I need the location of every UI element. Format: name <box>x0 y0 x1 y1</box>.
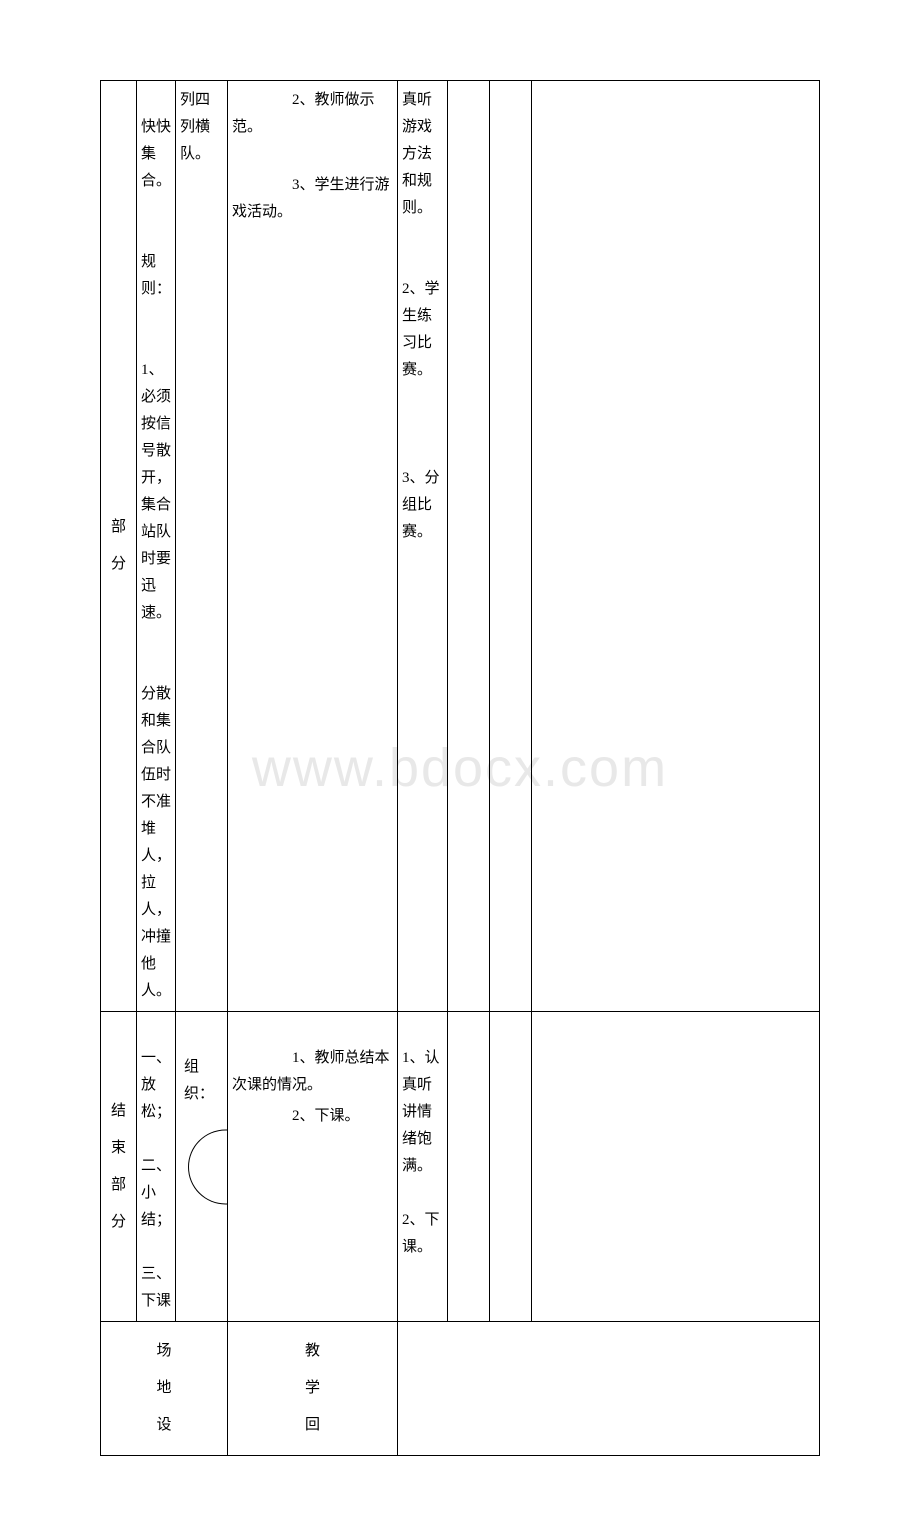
empty-cell <box>532 81 820 1012</box>
cell-text: 二、小结； <box>141 1126 171 1234</box>
lesson-plan-table: 部 分 快快集合。 规则： 1、必须按信号散开，集合站队时要迅速。 分散和集合队… <box>100 80 820 1456</box>
content-cell: 一、放松； 二、小结； 三、下课 <box>137 1012 176 1322</box>
empty-cell <box>490 81 532 1012</box>
section-label-cell: 结 束 部 分 <box>101 1012 137 1322</box>
cell-paragraph: 2、下课。 <box>232 1103 393 1130</box>
label-char: 部 <box>103 514 134 541</box>
empty-cell <box>448 81 490 1012</box>
content-cell: 2、教师做示范。 3、学生进行游戏活动。 <box>228 81 398 1012</box>
label-char: 束 <box>103 1135 134 1162</box>
table-row: 场 地 设 教 学 回 <box>101 1322 820 1456</box>
cell-text: 3、分组比赛。 <box>402 438 443 546</box>
content-cell: 列四列横队。 <box>176 81 228 1012</box>
label-char: 回 <box>230 1412 395 1439</box>
empty-cell <box>398 1322 820 1456</box>
label-char: 分 <box>103 1209 134 1236</box>
content-cell: 真听游戏方法和规则。 2、学生练习比赛。 3、分组比赛。 <box>398 81 448 1012</box>
section-label-cell: 教 学 回 <box>228 1322 398 1456</box>
content-cell: 1、教师总结本次课的情况。 2、下课。 <box>228 1012 398 1322</box>
label-char: 学 <box>230 1375 395 1402</box>
content-cell: 快快集合。 规则： 1、必须按信号散开，集合站队时要迅速。 分散和集合队伍时不准… <box>137 81 176 1012</box>
table-row: 结 束 部 分 一、放松； 二、小结； 三、下课 组织： 1、教师总结本次课的情… <box>101 1012 820 1322</box>
label-char: 设 <box>103 1412 225 1439</box>
organization-cell: 组织： <box>176 1012 228 1322</box>
label-char: 场 <box>103 1338 225 1365</box>
cell-text: 2、下课。 <box>402 1180 443 1261</box>
label-char: 部 <box>103 1172 134 1199</box>
cell-text: 三、下课 <box>141 1234 171 1315</box>
cell-text: 1、认真听讲情绪饱满。 <box>402 1018 443 1180</box>
section-label-cell: 部 分 <box>101 81 137 1012</box>
arc-shape <box>188 1129 228 1204</box>
label-char: 地 <box>103 1375 225 1402</box>
cell-text: 快快集合。 规则： 1、必须按信号散开，集合站队时要迅速。 分散和集合队伍时不准… <box>141 87 171 1005</box>
cell-paragraph: 2、教师做示范。 <box>232 87 393 141</box>
cell-paragraph: 1、教师总结本次课的情况。 <box>232 1045 393 1099</box>
cell-text: 一、放松； <box>141 1018 171 1126</box>
empty-cell <box>532 1012 820 1322</box>
section-label-cell: 场 地 设 <box>101 1322 228 1456</box>
cell-text: 真听游戏方法和规则。 <box>402 87 443 222</box>
label-char: 教 <box>230 1338 395 1365</box>
cell-paragraph: 3、学生进行游戏活动。 <box>232 172 393 226</box>
cell-text: 列四列横队。 <box>180 87 223 168</box>
label-char: 分 <box>103 551 134 578</box>
cell-text: 2、学生练习比赛。 <box>402 249 443 384</box>
cell-text: 组织： <box>184 1027 227 1108</box>
content-cell: 1、认真听讲情绪饱满。 2、下课。 <box>398 1012 448 1322</box>
label-char: 结 <box>103 1098 134 1125</box>
empty-cell <box>448 1012 490 1322</box>
table-row: 部 分 快快集合。 规则： 1、必须按信号散开，集合站队时要迅速。 分散和集合队… <box>101 81 820 1012</box>
empty-cell <box>490 1012 532 1322</box>
